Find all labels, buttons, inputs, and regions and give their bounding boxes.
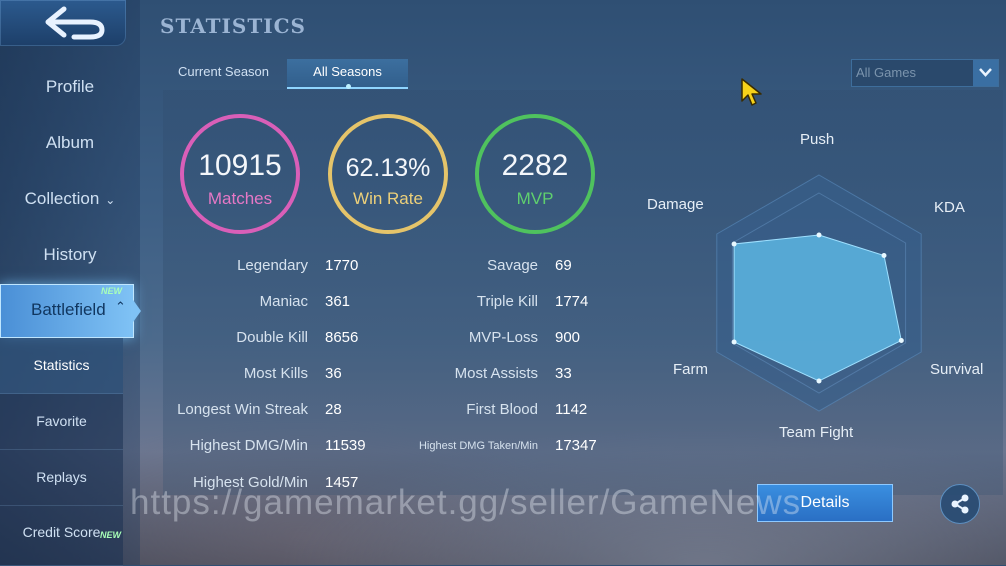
details-button[interactable]: Details — [757, 484, 893, 522]
sidebar-subitem-label: Replays — [36, 469, 87, 485]
radar-label-push: Push — [800, 131, 835, 148]
sidebar-item-profile[interactable]: Profile — [0, 77, 140, 97]
sidebar-subitem-label: Statistics — [33, 357, 90, 373]
radar-label-team-fight: Team Fight — [779, 424, 854, 441]
sidebar-item-album[interactable]: Album — [0, 133, 140, 153]
stat-label-maniac: Maniac — [259, 293, 308, 310]
mvp-label: MVP — [516, 189, 554, 208]
sidebar-item-label: Battlefield — [31, 300, 106, 319]
sidebar-subitem-credit-score[interactable]: Credit Score NEW — [0, 506, 123, 566]
dropdown-value: All Games — [856, 65, 916, 80]
sidebar-item-history[interactable]: History — [0, 245, 140, 265]
win-rate-value: 62.13% — [345, 154, 431, 182]
radar-chart — [716, 174, 922, 412]
game-filter-dropdown[interactable]: All Games — [851, 59, 999, 87]
chevron-down-icon — [979, 68, 992, 77]
sidebar-subitem-statistics[interactable]: Statistics — [0, 338, 123, 394]
stat-value-first-blood: 1142 — [555, 401, 588, 418]
sidebar-subitem-label: Credit Score — [22, 524, 101, 540]
chevron-down-icon: ⌄ — [105, 193, 116, 207]
stat-label-most-assists: Most Assists — [454, 365, 538, 382]
sidebar-item-battlefield[interactable]: Battlefield ⌃ NEW — [0, 284, 141, 338]
radar-point-survival — [898, 338, 904, 343]
stat-label-longest-win-streak: Longest Win Streak — [177, 401, 308, 418]
radar-label-survival: Survival — [930, 361, 984, 378]
sidebar: Profile Album Collection ⌄ History Battle… — [0, 0, 141, 566]
stat-value-legendary: 1770 — [325, 257, 359, 274]
chevron-up-icon: ⌃ — [115, 299, 126, 314]
matches-value: 10915 — [198, 149, 282, 182]
stat-label-double-kill: Double Kill — [236, 329, 308, 346]
win-rate-circle: 62.13% Win Rate — [328, 114, 448, 234]
stat-value-mvp-loss: 900 — [555, 329, 581, 346]
tab-current-season[interactable]: Current Season — [165, 59, 282, 87]
share-icon — [951, 494, 969, 514]
page-title: STATISTICS — [160, 14, 306, 38]
sidebar-subitem-label: Favorite — [36, 413, 87, 429]
back-button[interactable] — [0, 0, 126, 46]
mouse-cursor-icon — [741, 78, 762, 106]
details-button-label: Details — [800, 494, 850, 511]
tab-label: All Seasons — [313, 64, 382, 79]
stat-label-legendary: Legendary — [237, 257, 308, 274]
sidebar-item-label: Collection — [24, 189, 100, 208]
stat-value-most-assists: 33 — [555, 365, 572, 382]
matches-label: Matches — [207, 189, 273, 208]
new-badge: NEW — [100, 530, 121, 540]
stat-label-savage: Savage — [487, 257, 538, 274]
tab-all-seasons[interactable]: All Seasons — [287, 59, 408, 89]
radar-point-farm — [731, 339, 737, 345]
radar-label-farm: Farm — [673, 361, 708, 378]
mvp-value: 2282 — [501, 149, 569, 182]
watermark: https://gamemarket.gg/seller/GameNews — [130, 483, 802, 522]
radar-point-push — [816, 232, 822, 238]
sidebar-subitem-favorite[interactable]: Favorite — [0, 394, 123, 450]
radar-label-damage: Damage — [647, 196, 704, 213]
new-badge: NEW — [101, 286, 122, 296]
sidebar-item-label: Profile — [45, 77, 95, 96]
stat-value-triple-kill: 1774 — [555, 293, 589, 310]
stat-label-first-blood: First Blood — [466, 401, 538, 418]
stat-label-highest-dmg-min: Highest DMG/Min — [189, 437, 308, 454]
sidebar-item-collection[interactable]: Collection ⌄ — [0, 189, 140, 209]
stat-label-triple-kill: Triple Kill — [476, 293, 538, 310]
stat-label-most-kills: Most Kills — [243, 365, 308, 382]
stat-label-highest-gold-min: Highest Gold/Min — [192, 474, 308, 491]
radar-label-kda: KDA — [934, 199, 965, 216]
stat-label-highest-dmg-taken-min: Highest DMG Taken/Min — [418, 440, 538, 452]
stat-value-most-kills: 36 — [325, 365, 342, 382]
sidebar-item-label: History — [43, 245, 97, 264]
dropdown-toggle[interactable] — [973, 60, 998, 86]
stat-label-mvp-loss: MVP-Loss — [468, 329, 538, 346]
sidebar-item-label: Album — [45, 133, 95, 152]
win-rate-label: Win Rate — [353, 189, 423, 208]
tab-label: Current Season — [177, 64, 270, 79]
stat-value-highest-dmg-min: 11539 — [325, 437, 366, 454]
mvp-circle: 2282 MVP — [475, 114, 595, 234]
stat-value-maniac: 361 — [325, 293, 351, 310]
stat-value-longest-win-streak: 28 — [325, 401, 342, 418]
back-arrow-icon — [45, 6, 105, 40]
stat-value-double-kill: 8656 — [325, 329, 359, 346]
stat-value-highest-dmg-taken-min: 17347 — [555, 437, 597, 454]
share-button[interactable] — [940, 484, 980, 524]
radar-point-kda — [881, 253, 887, 258]
selection-notch — [131, 297, 141, 325]
radar-point-damage — [731, 241, 737, 247]
matches-circle: 10915 Matches — [180, 114, 300, 234]
stat-value-highest-gold-min: 1457 — [325, 474, 359, 491]
stat-value-savage: 69 — [555, 257, 572, 274]
sidebar-subitem-replays[interactable]: Replays — [0, 450, 123, 506]
radar-point-team-fight — [816, 378, 822, 384]
